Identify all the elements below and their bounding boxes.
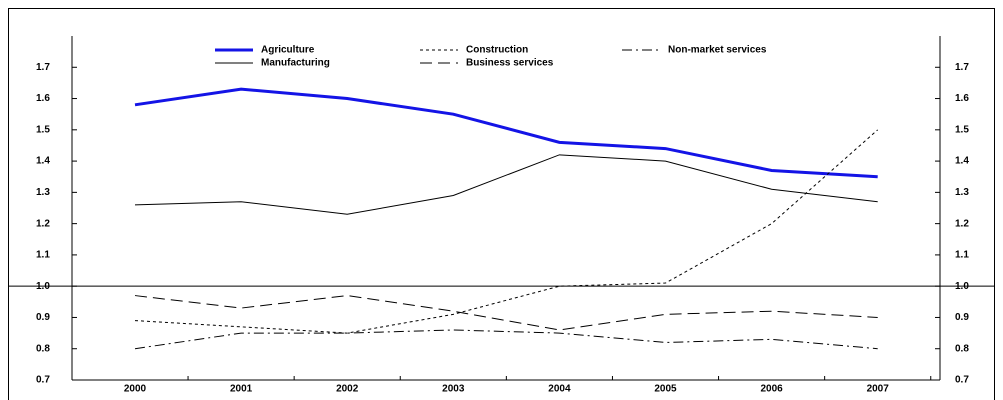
y-tick-label: 1.3 [36, 187, 50, 198]
y-tick-label: 1.4 [36, 156, 50, 167]
y-tick-label: 0.9 [36, 312, 50, 323]
series-line [134, 129, 879, 334]
y2-tick-label: 1.5 [955, 124, 969, 135]
legend-label: Business services [466, 58, 554, 69]
series-line [134, 295, 878, 331]
outer-frame [8, 8, 995, 400]
y2-tick-label: 1.2 [955, 218, 969, 229]
x-tick-label: 2006 [760, 384, 783, 395]
series-line [134, 154, 878, 215]
y2-tick-label: 1.4 [955, 156, 969, 167]
series-line [134, 87, 878, 179]
y-tick-label: 1.6 [36, 93, 50, 104]
x-tick-label: 2007 [867, 384, 890, 395]
legend-label: Non-market services [668, 45, 767, 56]
y-tick-label: 0.7 [36, 375, 50, 386]
y-tick-label: 1.7 [36, 62, 50, 73]
y-tick-label: 1.2 [36, 218, 50, 229]
x-tick-label: 2002 [336, 384, 359, 395]
legend-label: Agriculture [261, 45, 315, 56]
x-tick-label: 2001 [230, 384, 253, 395]
y-tick-label: 1.5 [36, 124, 50, 135]
y2-tick-label: 1.6 [955, 93, 969, 104]
y-tick-label: 1.1 [36, 250, 50, 261]
legend-label: Manufacturing [261, 58, 330, 69]
y-tick-label: 0.8 [36, 343, 50, 354]
y2-tick-label: 0.9 [955, 312, 969, 323]
x-tick-label: 2005 [654, 384, 677, 395]
y2-tick-label: 0.8 [955, 343, 969, 354]
x-tick-label: 2000 [124, 384, 147, 395]
series-line [134, 329, 878, 350]
x-tick-label: 2004 [548, 384, 571, 395]
legend-label: Construction [466, 45, 528, 56]
y2-tick-label: 1.3 [955, 187, 969, 198]
y2-tick-label: 0.7 [955, 375, 969, 386]
y2-tick-label: 1.1 [955, 250, 969, 261]
x-tick-label: 2003 [442, 384, 465, 395]
y2-tick-label: 1.7 [955, 62, 969, 73]
